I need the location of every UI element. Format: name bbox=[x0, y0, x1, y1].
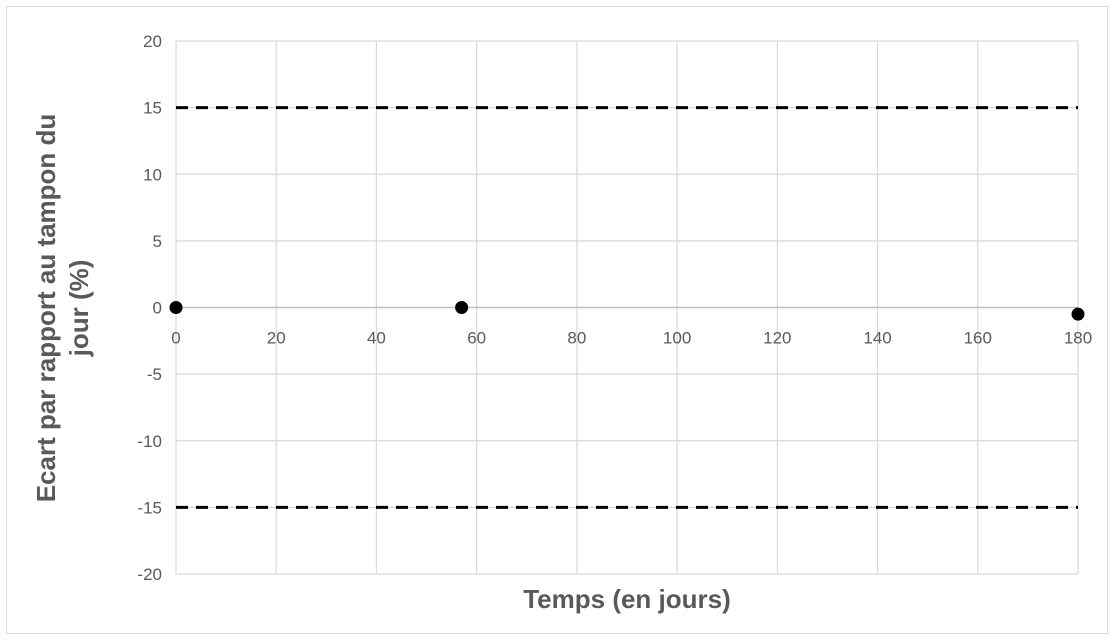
y-axis-title-line-2: jour (%) bbox=[64, 260, 94, 358]
x-tick-label: 100 bbox=[663, 329, 691, 348]
y-tick-labels: 20 15 10 5 0 -5 -10 -15 -20 bbox=[137, 32, 162, 584]
data-point bbox=[169, 301, 183, 314]
data-points bbox=[169, 301, 1085, 321]
x-tick-label: 180 bbox=[1064, 329, 1092, 348]
y-axis-title-line-1: Ecart par rapport au tampon du bbox=[31, 114, 61, 503]
x-tick-label: 140 bbox=[863, 329, 891, 348]
x-tick-label: 80 bbox=[567, 329, 586, 348]
x-tick-label: 60 bbox=[467, 329, 486, 348]
y-tick-label: 0 bbox=[153, 299, 162, 318]
y-axis-title: Ecart par rapport au tampon du jour (%) bbox=[31, 114, 94, 503]
chart-frame bbox=[6, 6, 1108, 634]
data-point bbox=[1071, 307, 1085, 321]
y-tick-label: -10 bbox=[137, 432, 162, 451]
data-point bbox=[455, 301, 469, 314]
y-tick-label: -20 bbox=[137, 565, 162, 584]
x-tick-label: 20 bbox=[267, 329, 286, 348]
x-tick-label: 160 bbox=[964, 329, 992, 348]
y-tick-label: -15 bbox=[137, 498, 162, 517]
y-tick-label: 20 bbox=[143, 32, 162, 51]
y-tick-label: 10 bbox=[143, 165, 162, 184]
x-tick-labels: 0 20 40 60 80 100 120 140 160 180 bbox=[171, 329, 1092, 348]
x-tick-label: 120 bbox=[763, 329, 791, 348]
y-tick-label: 15 bbox=[143, 99, 162, 118]
x-axis-title: Temps (en jours) bbox=[523, 584, 731, 614]
y-tick-label: -5 bbox=[147, 365, 162, 384]
x-tick-label: 40 bbox=[367, 329, 386, 348]
y-tick-label: 5 bbox=[153, 232, 162, 251]
reference-lines bbox=[176, 106, 1078, 509]
x-tick-label: 0 bbox=[171, 329, 180, 348]
